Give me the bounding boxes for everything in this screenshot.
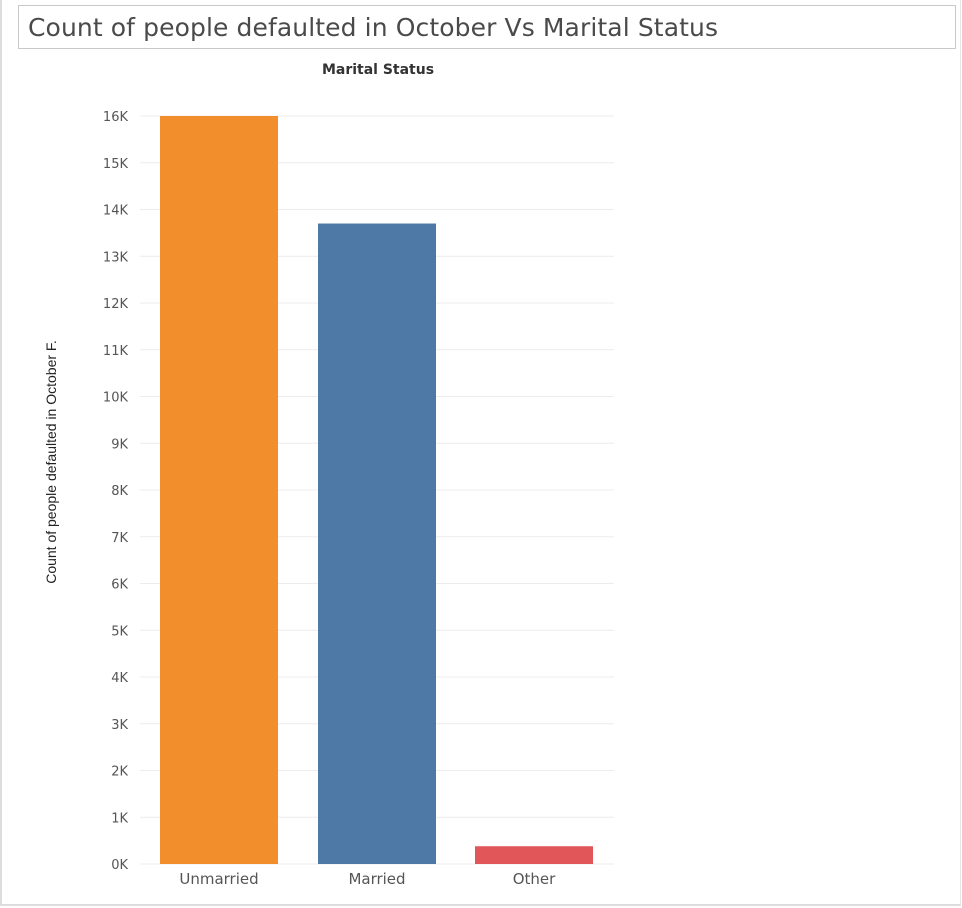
y-tick-label: 2K	[111, 765, 128, 780]
y-tick-label: 8K	[111, 484, 128, 499]
column-header: Marital Status	[322, 62, 434, 78]
title-box: Count of people defaulted in October Vs …	[18, 5, 956, 49]
y-axis-label: Count of people defaulted in October F.	[43, 340, 59, 584]
x-tick-label-married: Married	[348, 870, 405, 888]
y-tick-label: 4K	[111, 671, 128, 686]
y-tick-label: 0K	[111, 858, 128, 873]
y-axis-ticks: 0K 1K 2K 3K 4K 5K 6K 7K 8K 9K 10K 11K 12K 13K 14K 15K 16…	[103, 110, 129, 873]
y-tick-label: 11K	[103, 344, 129, 359]
y-tick-label: 3K	[111, 718, 128, 733]
y-tick-label: 16K	[103, 110, 129, 125]
x-axis-ticks: Unmarried Married Other	[179, 870, 556, 888]
bar-unmarried[interactable]	[160, 116, 278, 864]
y-tick-label: 1K	[111, 811, 128, 826]
x-tick-label-unmarried: Unmarried	[179, 870, 258, 888]
bars	[160, 116, 593, 864]
y-tick-label: 7K	[111, 531, 128, 546]
chart-title: Count of people defaulted in October Vs …	[28, 13, 719, 42]
y-tick-label: 6K	[111, 578, 128, 593]
bar-married[interactable]	[318, 223, 436, 864]
y-tick-label: 14K	[103, 204, 129, 219]
y-tick-label: 15K	[103, 157, 129, 172]
y-tick-label: 5K	[111, 624, 128, 639]
y-tick-label: 13K	[103, 250, 129, 265]
y-tick-label: 10K	[103, 391, 129, 406]
y-tick-label: 12K	[103, 297, 129, 312]
x-tick-label-other: Other	[513, 870, 556, 888]
y-tick-label: 9K	[111, 437, 128, 452]
bar-other[interactable]	[475, 846, 593, 864]
